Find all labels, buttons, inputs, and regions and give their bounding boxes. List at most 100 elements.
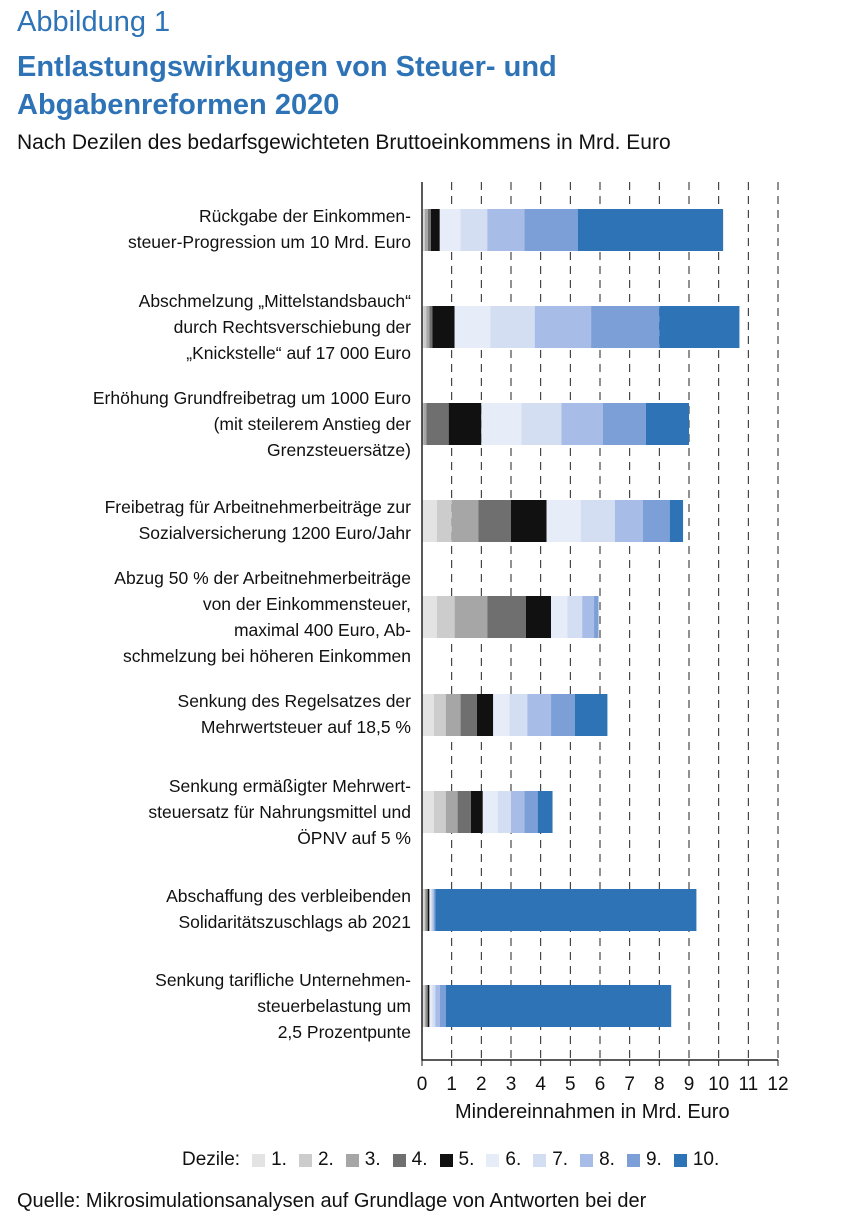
bar-segment <box>476 694 494 736</box>
bar-segment <box>551 694 575 736</box>
legend-items: 1. 2. 3. 4. 5. 6. 7. 8. 9. 10. <box>252 1149 731 1171</box>
bar-segment <box>423 889 425 931</box>
bar-segment <box>643 500 670 542</box>
bar-segment <box>602 403 646 445</box>
x-axis-label: Mindereinnahmen in Mrd. Euro <box>455 1101 730 1123</box>
x-tick-label: 5 <box>565 1074 576 1095</box>
bar-segment <box>426 403 449 445</box>
legend-label: 8. <box>599 1149 615 1170</box>
bar-segment <box>422 500 437 542</box>
category-label: Abschaffung des verbleibenden Solidaritä… <box>166 886 411 932</box>
bar-segment <box>422 791 434 833</box>
bar-segment <box>460 209 488 251</box>
bar-segment <box>481 403 522 445</box>
bar-segment <box>426 889 428 931</box>
bar-segment <box>423 985 425 1027</box>
legend-label: 10. <box>692 1149 720 1170</box>
legend-label: 7. <box>552 1149 569 1170</box>
legend-item: 7. <box>533 1149 568 1171</box>
bar-segment <box>487 596 526 638</box>
bar-segment <box>524 791 538 833</box>
x-tick-label: 9 <box>684 1074 695 1095</box>
bar-segment <box>427 209 431 251</box>
bar-segment <box>511 791 525 833</box>
bar-segment <box>427 889 430 931</box>
bar-segment <box>424 985 427 1027</box>
bar-segment <box>478 500 511 542</box>
legend-label: 1. <box>271 1149 287 1170</box>
bar-segment <box>524 209 578 251</box>
bar-segment <box>534 306 592 348</box>
x-tick-label: 3 <box>506 1074 517 1095</box>
bar-segment <box>482 791 498 833</box>
bar-segment <box>433 791 446 833</box>
legend-label: 6. <box>505 1149 522 1170</box>
bar-segment <box>574 694 608 736</box>
category-label: Senkung ermäßigter Mehrwert- steuersatz … <box>148 776 411 848</box>
bar-segment <box>537 791 553 833</box>
bar-segment <box>567 596 583 638</box>
legend-swatch <box>252 1153 266 1167</box>
bar-segment <box>445 694 461 736</box>
legend-label: 9. <box>645 1149 662 1170</box>
figure-label: Abbildung 1 <box>17 6 171 38</box>
bar-segment <box>551 596 568 638</box>
legend-swatch <box>673 1153 687 1167</box>
bar-segment <box>445 791 458 833</box>
x-tick-label: 6 <box>595 1074 606 1095</box>
legend-item: 5. <box>439 1149 474 1171</box>
bar-segment <box>426 306 430 348</box>
legend-swatch <box>533 1153 547 1167</box>
category-label: Erhöhung Grundfreibetrag um 1000 Euro (m… <box>92 388 411 460</box>
bar-segment <box>422 694 434 736</box>
source-note: Quelle: Mikrosimulationsanalysen auf Gru… <box>17 1190 647 1212</box>
bar-segment <box>645 403 689 445</box>
bar-segment <box>591 306 660 348</box>
bar-segment <box>451 500 479 542</box>
legend-label: 3. <box>364 1149 381 1170</box>
legend-item: 4. <box>392 1149 428 1171</box>
category-label: Freibetrag für Arbeitnehmerbeiträge zur … <box>104 497 411 543</box>
bar-segment <box>427 985 430 1027</box>
bar-segment <box>429 306 433 348</box>
category-label: Abschmelzung „Mittelstandsbauch“ durch R… <box>138 291 411 363</box>
legend-item: 2. <box>298 1149 334 1171</box>
legend-swatch <box>439 1153 453 1167</box>
legend-item: 3. <box>345 1149 381 1171</box>
bar-segment <box>509 694 528 736</box>
bar-segment <box>430 889 433 931</box>
bar-segment <box>525 596 552 638</box>
bar-segment <box>430 209 440 251</box>
bar-segment <box>435 985 440 1027</box>
bar-segment <box>614 500 644 542</box>
bar-segment <box>432 889 434 931</box>
legend-swatch <box>392 1153 406 1167</box>
legend-label: 2. <box>317 1149 334 1170</box>
bar-segment <box>493 694 510 736</box>
bar-segment <box>436 500 452 542</box>
bar-segment <box>423 209 425 251</box>
bar-segment <box>669 500 684 542</box>
bar-segment <box>422 596 437 638</box>
x-tick-label: 2 <box>476 1074 487 1095</box>
bar-segment <box>423 403 427 445</box>
bar-segment <box>423 306 427 348</box>
legend-swatch <box>626 1153 640 1167</box>
bar-segment <box>577 209 724 251</box>
bar-segment <box>454 596 488 638</box>
bar-segment <box>432 306 455 348</box>
bar-segment <box>561 403 603 445</box>
legend-item: 1. <box>252 1149 287 1171</box>
legend-swatch <box>298 1153 312 1167</box>
bar-segment <box>436 596 455 638</box>
bar-segment <box>439 209 461 251</box>
legend-item: 6. <box>486 1149 521 1171</box>
x-tick-label: 4 <box>535 1074 546 1095</box>
bar-segment <box>429 889 431 931</box>
x-tick-label: 11 <box>738 1074 758 1095</box>
bar-segment <box>470 791 483 833</box>
x-tick-label: 10 <box>708 1074 729 1095</box>
bar-segment <box>424 209 428 251</box>
bar-segment <box>497 791 511 833</box>
